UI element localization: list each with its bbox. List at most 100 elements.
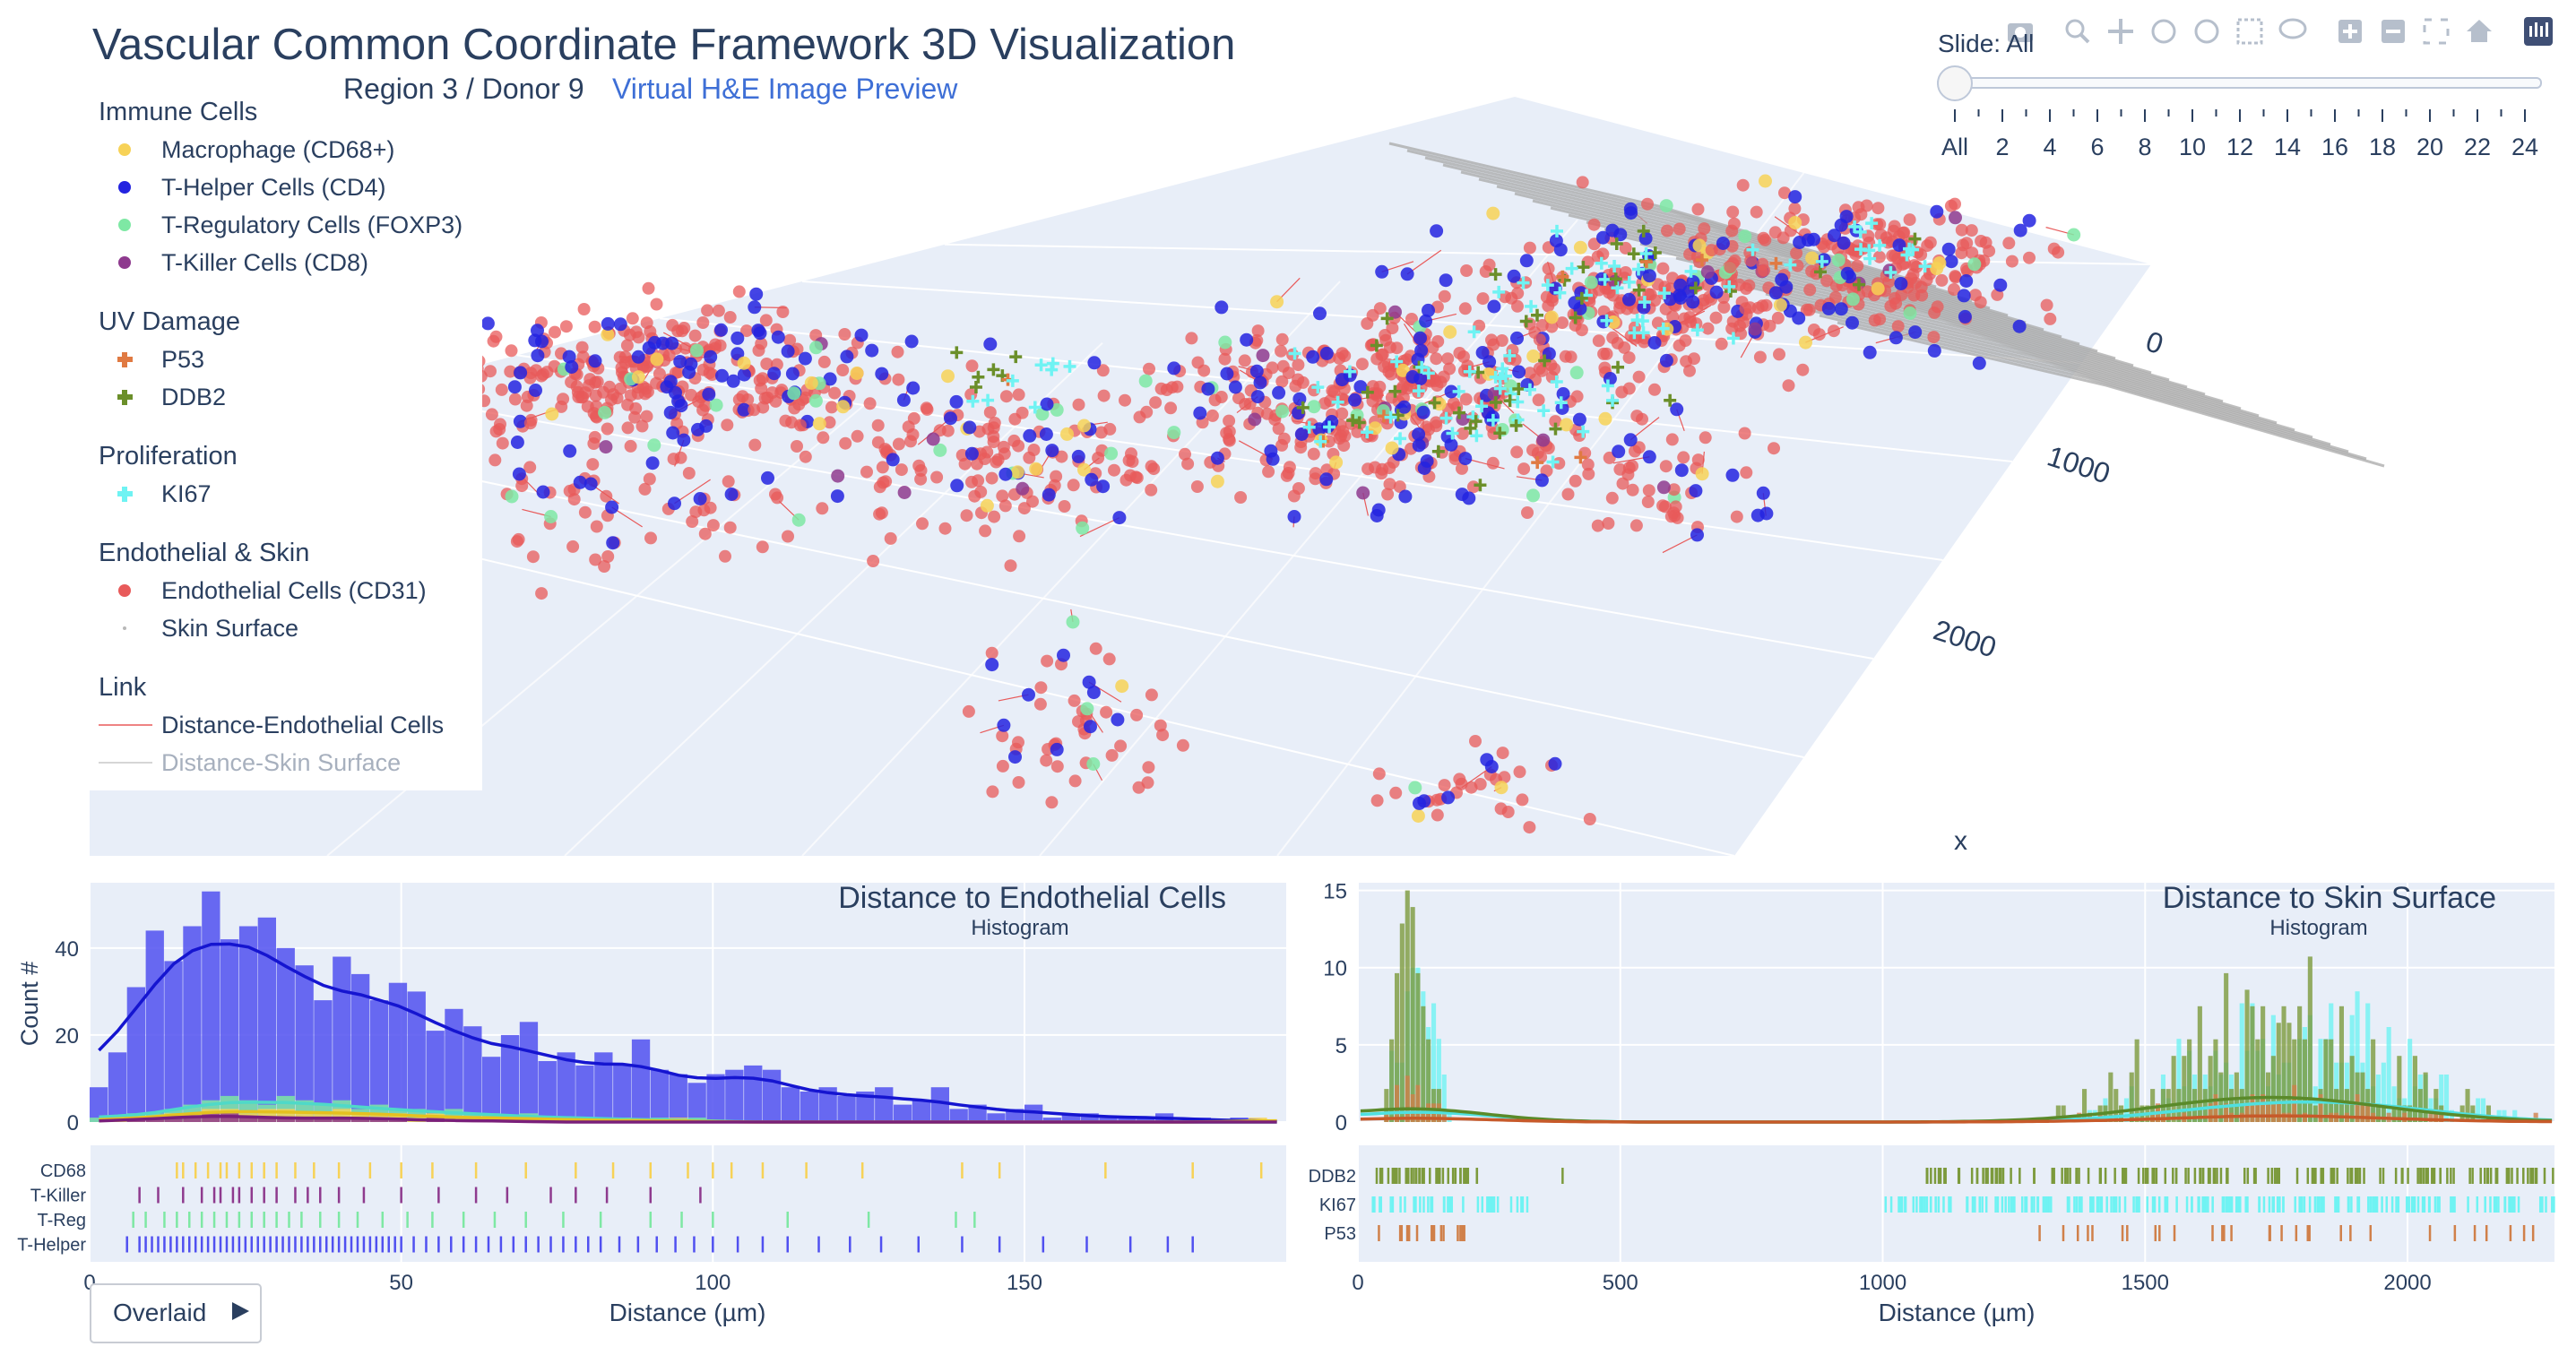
endothelial-cell-point [1370, 794, 1384, 807]
marker-cross-point [1575, 291, 1588, 305]
legend-item[interactable]: P53 [117, 346, 204, 373]
endothelial-cell-point [1275, 375, 1289, 388]
slider-tick-label[interactable]: 24 [2511, 134, 2538, 160]
slider-tick-label[interactable]: 2 [1995, 134, 2009, 160]
overlay-mode-button[interactable]: Overlaid [90, 1283, 262, 1343]
immune-cell-point [1356, 486, 1370, 500]
endothelial-cell-point [1149, 396, 1163, 410]
immune-cell-point [1598, 411, 1612, 426]
slider-tick-label[interactable]: 4 [2043, 134, 2056, 160]
immune-cell-point [1086, 686, 1101, 700]
legend-item[interactable]: Endothelial Cells (CD31) [118, 577, 427, 604]
hist-bar-t-helper [426, 1031, 445, 1122]
slider-tick-label[interactable]: All [1941, 134, 1968, 160]
marker-cross-point [1622, 275, 1636, 289]
legend-item[interactable]: Macrophage (CD68+) [118, 136, 394, 163]
legend-item[interactable]: DDB2 [117, 384, 226, 410]
scene-3d[interactable]: 0 1000 2000 x [89, 90, 2572, 857]
marker-cross-point [1612, 360, 1625, 374]
skin-distance-histogram[interactable]: 0 5 10 15 0 500 1000 1500 2000 DDB2 KI67 P53 Distan… [1309, 880, 2555, 1326]
slider-rail[interactable] [1937, 77, 2542, 89]
legend-item[interactable]: T-Regulatory Cells (FOXP3) [118, 212, 462, 238]
endothelial-cell-point [1575, 324, 1588, 337]
reset-axes-icon[interactable] [2467, 20, 2492, 42]
zoom-icon[interactable] [2065, 19, 2090, 44]
immune-cell-point [531, 324, 544, 338]
lasso-select-icon[interactable] [2278, 18, 2307, 39]
immune-cell-point [1536, 433, 1551, 447]
endothelial-cell-point [1782, 379, 1795, 393]
endothelial-cell-point [621, 421, 635, 435]
slider-tick-label[interactable]: 14 [2274, 134, 2301, 160]
endothelial-cell-point [1165, 381, 1179, 394]
immune-cell-point [1686, 295, 1700, 309]
endothelial-cell-point [979, 524, 992, 538]
legend-item[interactable]: T-Helper Cells (CD4) [118, 174, 386, 201]
immune-cell-point [850, 367, 864, 380]
hist-bar-p53 [2433, 1112, 2439, 1122]
immune-cell-point [787, 386, 801, 401]
endothelial-cell-point [1487, 338, 1500, 351]
legend-item[interactable]: Skin Surface [123, 615, 298, 642]
endothelial-cell-point [520, 399, 533, 412]
skin-surface-line [1711, 271, 2260, 418]
slider-tick-label[interactable]: 8 [2138, 134, 2151, 160]
endothelial-cell-point [496, 436, 509, 450]
endothelial-cell-point [1459, 393, 1473, 406]
endothelial-cell-point [1889, 249, 1902, 263]
legend-item[interactable]: Distance-Skin Surface [99, 749, 401, 776]
immune-cell-point [941, 369, 955, 384]
box-select-icon[interactable] [2236, 18, 2263, 45]
plotly-logo-icon[interactable] [2524, 17, 2553, 46]
marker-cross-point [1519, 315, 1533, 328]
immune-cell-point [650, 352, 664, 367]
y-tick-label: 40 [55, 937, 79, 962]
marker-cross-point [1394, 432, 1407, 445]
hist-bar-t-helper [1137, 1118, 1155, 1122]
legend-item[interactable]: Distance-Endothelial Cells [99, 712, 444, 738]
immune-cell-point [642, 341, 656, 355]
slider-tick-label[interactable]: 16 [2321, 134, 2348, 160]
endothelial-cell-point [549, 325, 561, 339]
marker-cross-point [1475, 400, 1489, 413]
immune-cell-point [1029, 462, 1043, 476]
slider-tick-label[interactable]: 18 [2369, 134, 2396, 160]
overlay-button-box[interactable] [90, 1283, 262, 1343]
slide-slider[interactable]: Slide: All All 2 4 6 8 10 12 14 16 18 20 22 24 [1937, 30, 2542, 160]
hist-bar-p53 [2077, 1112, 2082, 1122]
legend-item[interactable]: T-Killer Cells (CD8) [118, 249, 368, 276]
immune-cell-point [830, 489, 844, 504]
virtual-he-preview-link[interactable]: Virtual H&E Image Preview [612, 73, 958, 105]
immune-cell-point [1638, 231, 1653, 246]
hist-bar-ki67 [2481, 1098, 2486, 1122]
immune-cell-point [1871, 281, 1885, 296]
marker-cross-point [1422, 367, 1435, 380]
slider-tick-label[interactable]: 6 [2090, 134, 2104, 160]
pan-icon[interactable] [2108, 19, 2133, 44]
orbit-rotation-icon[interactable] [2151, 19, 2176, 44]
autoscale-icon[interactable] [2423, 18, 2450, 45]
endothelial-cell-point [637, 361, 651, 374]
slider-tick-label[interactable]: 10 [2179, 134, 2206, 160]
legend-item[interactable]: KI67 [117, 480, 212, 507]
slider-handle[interactable] [1937, 65, 1973, 101]
marker-cross-point [1464, 421, 1477, 435]
slider-tick-label[interactable]: 22 [2464, 134, 2491, 160]
immune-cell-point [1549, 234, 1563, 248]
immune-cell-point [1319, 472, 1334, 487]
marker-cross-point [1541, 279, 1554, 292]
hist-bar-t-helper [557, 1052, 575, 1122]
zoom-out-icon[interactable] [2382, 20, 2405, 43]
camera-icon[interactable] [2008, 23, 2033, 42]
scene-grid-line [374, 391, 1874, 660]
slider-tick-label[interactable]: 12 [2226, 134, 2253, 160]
rug-row-label: P53 [1324, 1224, 1356, 1244]
endothelial-cell-point [983, 406, 997, 419]
zoom-in-icon[interactable] [2338, 20, 2362, 43]
endothelial-cell-point [679, 341, 692, 355]
turntable-rotation-icon[interactable] [2194, 19, 2219, 44]
slider-tick-label[interactable]: 20 [2416, 134, 2443, 160]
endothelial-cell-point [1012, 439, 1025, 453]
endothelial-cell-point [996, 759, 1009, 773]
